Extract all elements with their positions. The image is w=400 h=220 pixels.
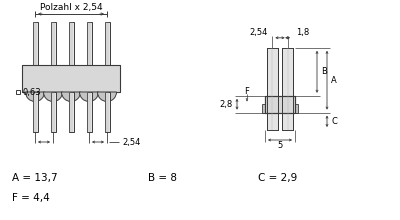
Bar xyxy=(267,48,278,130)
Bar xyxy=(86,92,92,132)
Text: 0,63: 0,63 xyxy=(22,88,41,97)
Bar xyxy=(86,22,92,65)
Text: 2,54: 2,54 xyxy=(249,28,267,37)
Text: 1,8: 1,8 xyxy=(296,28,309,37)
Text: A = 13,7: A = 13,7 xyxy=(12,173,58,183)
Wedge shape xyxy=(62,92,80,101)
Text: C = 2,9: C = 2,9 xyxy=(258,173,297,183)
Bar xyxy=(282,48,293,130)
Bar xyxy=(50,22,56,65)
Bar xyxy=(265,96,295,113)
Text: C: C xyxy=(331,117,337,126)
Text: Polzahl x 2,54: Polzahl x 2,54 xyxy=(40,2,102,11)
Bar xyxy=(68,92,74,132)
Wedge shape xyxy=(44,92,62,101)
Bar xyxy=(50,92,56,132)
Bar xyxy=(68,22,74,65)
Wedge shape xyxy=(26,92,44,101)
Bar xyxy=(104,22,110,65)
Text: 5: 5 xyxy=(277,141,283,150)
Text: F: F xyxy=(244,87,250,96)
Text: A: A xyxy=(331,76,337,85)
Text: F = 4,4: F = 4,4 xyxy=(12,193,50,203)
Bar xyxy=(265,96,295,113)
Bar xyxy=(262,104,265,113)
Bar xyxy=(16,90,20,94)
Bar xyxy=(104,92,110,132)
Wedge shape xyxy=(80,92,98,101)
Text: B = 8: B = 8 xyxy=(148,173,177,183)
Bar xyxy=(32,22,38,65)
Text: 2,8: 2,8 xyxy=(220,100,233,109)
Bar xyxy=(22,65,120,92)
Bar xyxy=(32,92,38,132)
Wedge shape xyxy=(98,92,116,101)
Text: 2,54: 2,54 xyxy=(122,138,140,147)
Text: B: B xyxy=(321,67,327,76)
Bar xyxy=(295,104,298,113)
